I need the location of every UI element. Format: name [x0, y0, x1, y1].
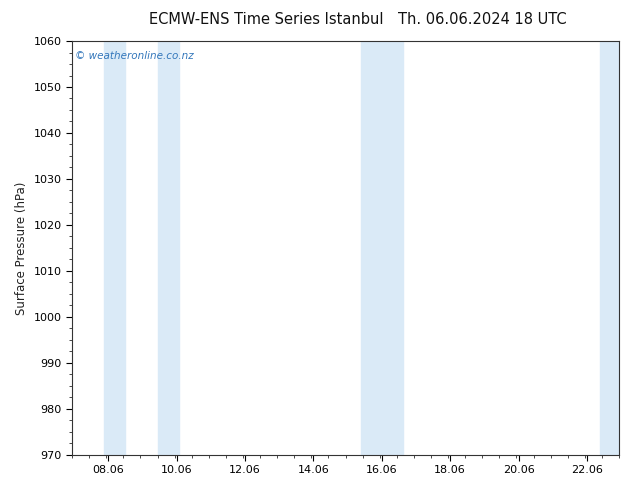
Text: Th. 06.06.2024 18 UTC: Th. 06.06.2024 18 UTC	[398, 12, 566, 27]
Y-axis label: Surface Pressure (hPa): Surface Pressure (hPa)	[15, 181, 28, 315]
Bar	[104, 41, 126, 455]
Bar	[382, 41, 403, 455]
Bar	[600, 41, 619, 455]
Text: ECMW-ENS Time Series Istanbul: ECMW-ENS Time Series Istanbul	[149, 12, 384, 27]
Bar	[158, 41, 179, 455]
Bar	[361, 41, 382, 455]
Text: © weatheronline.co.nz: © weatheronline.co.nz	[75, 51, 193, 61]
